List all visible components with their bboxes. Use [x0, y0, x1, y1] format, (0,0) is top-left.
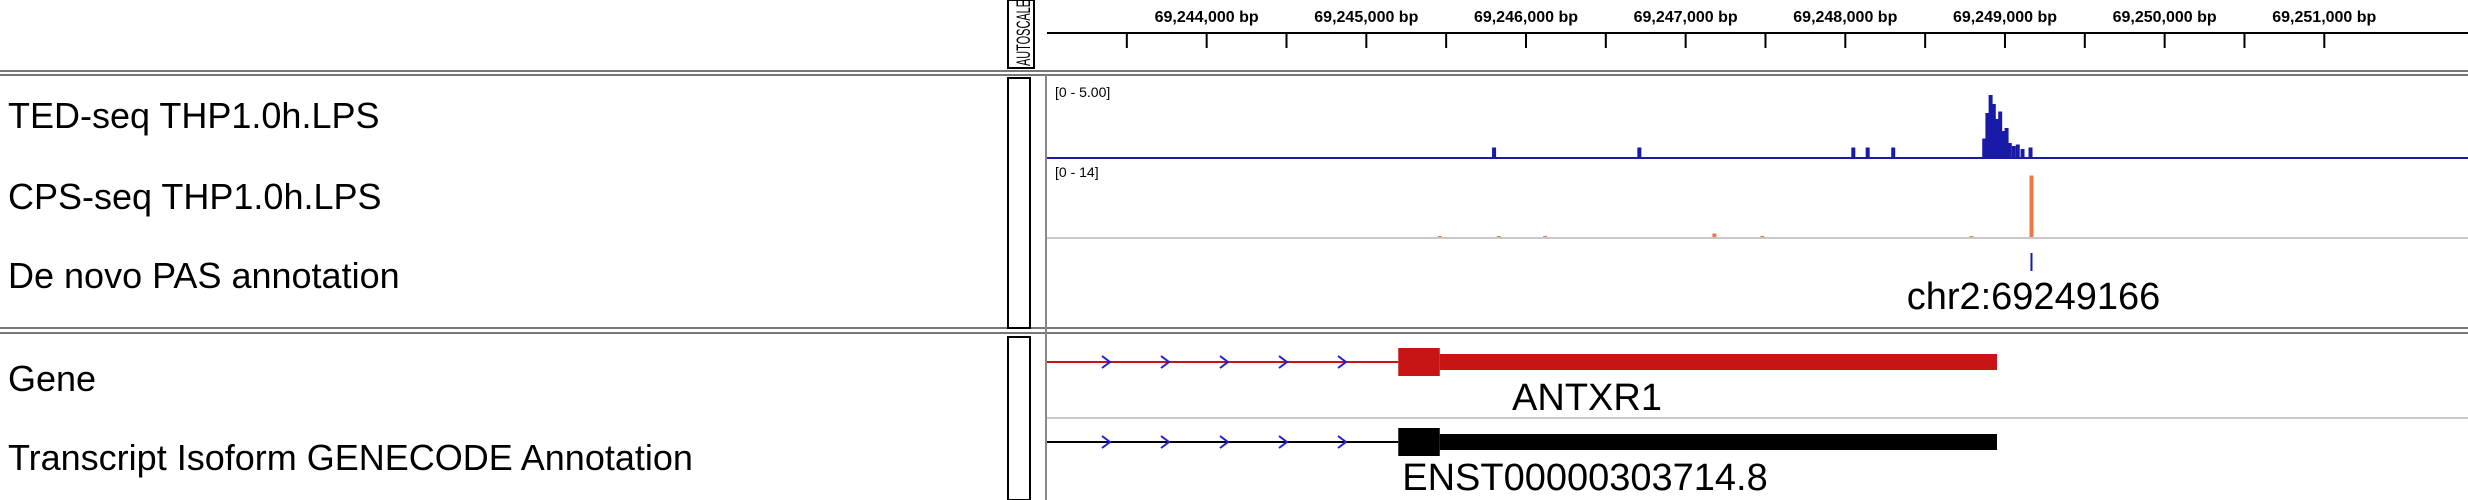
signal-bar: [1851, 147, 1856, 158]
strand-arrow-icon: [1160, 355, 1171, 369]
track-de-novo-pas[interactable]: De novo PAS annotation chr2:69249166: [8, 253, 2160, 318]
strand-arrow-icon: [1278, 355, 1289, 369]
transcript-model-enst00000303714[interactable]: [1047, 428, 1997, 456]
track-cps-seq[interactable]: CPS-seq THP1.0h.LPS [0 - 14]: [8, 164, 2468, 239]
ruler-tick-label: 69,244,000 bp: [1155, 9, 1259, 26]
ruler-tick-label: 69,248,000 bp: [1793, 9, 1897, 26]
ruler-tick-label: 69,250,000 bp: [2113, 9, 2217, 26]
coding-exon-block: [1439, 354, 1997, 370]
strand-arrow-icon: [1101, 435, 1112, 449]
gene-model-antxr1[interactable]: [1047, 348, 1997, 376]
track-transcript-isoform[interactable]: Transcript Isoform GENECODE Annotation E…: [8, 428, 1997, 499]
signal-bar: [2015, 144, 2020, 158]
signal-bar: [1712, 233, 1717, 238]
track-gene[interactable]: Gene ANTXR1: [8, 348, 2468, 419]
strand-arrow-icon: [1219, 435, 1230, 449]
signal-bar: [1998, 111, 2003, 158]
ruler-tick-label: 69,247,000 bp: [1634, 9, 1738, 26]
track-name-cps-seq[interactable]: CPS-seq THP1.0h.LPS: [8, 176, 382, 217]
track-name-de-novo-pas[interactable]: De novo PAS annotation: [8, 255, 400, 296]
transcript-feature-label: ENST00000303714.8: [1402, 457, 1768, 499]
panel-divider-middle: [0, 327, 2468, 334]
name-panel: [0, 0, 1000, 500]
track-name-gene[interactable]: Gene: [8, 358, 96, 399]
signal-bar: [1891, 147, 1896, 158]
pas-feature-label: chr2:69249166: [1907, 276, 2161, 318]
signal-bar: [1982, 138, 1987, 158]
coding-exon-block: [1439, 434, 1997, 450]
ruler-tick-label: 69,251,000 bp: [2272, 9, 2376, 26]
attribute-column-data: [1007, 77, 1031, 329]
autoscale-header-label: AUTOSCALE: [1014, 0, 1035, 66]
signal-bar: [2011, 146, 2016, 158]
ruler-tick-label: 69,249,000 bp: [1953, 9, 2057, 26]
signal-bar: [2001, 131, 2006, 158]
gene-feature-label: ANTXR1: [1512, 377, 1662, 419]
signal-bar: [1991, 104, 1996, 158]
ted-seq-signal: [1492, 95, 2033, 158]
utr-exon-block: [1398, 428, 1440, 456]
signal-bar: [1865, 147, 1870, 158]
strand-arrow-icon: [1337, 355, 1348, 369]
autoscale-attribute-header[interactable]: AUTOSCALE: [1007, 0, 1035, 69]
signal-bar: [2007, 143, 2012, 158]
signal-bar: [1988, 95, 1993, 158]
signal-bar: [2020, 149, 2025, 158]
strand-arrow-icon: [1278, 435, 1289, 449]
signal-bar: [1985, 113, 1990, 158]
ruler-tick-label: 69,245,000 bp: [1314, 9, 1418, 26]
signal-bar: [1637, 147, 1642, 158]
signal-bar: [2029, 175, 2034, 238]
track-ted-seq[interactable]: TED-seq THP1.0h.LPS [0 - 5.00]: [8, 84, 2468, 159]
track-name-ted-seq[interactable]: TED-seq THP1.0h.LPS: [8, 95, 380, 136]
cps-seq-signal: [1437, 175, 2034, 238]
strand-arrow-icon: [1160, 435, 1171, 449]
strand-arrow-icon: [1101, 355, 1112, 369]
signal-bar: [1994, 119, 1999, 158]
strand-arrow-icon: [1337, 435, 1348, 449]
signal-bar: [2004, 128, 2009, 158]
strand-arrow-icon: [1219, 355, 1230, 369]
panel-divider-top: [0, 70, 2468, 76]
attribute-column-features: [1007, 336, 1031, 500]
track-name-transcript-isoform[interactable]: Transcript Isoform GENECODE Annotation: [8, 437, 693, 478]
ruler-tick-label: 69,246,000 bp: [1474, 9, 1578, 26]
signal-bar: [1492, 147, 1497, 158]
ruler-panel[interactable]: 69,244,000 bp 69,245,000 bp 69,246,000 bp 6…: [1047, 0, 2468, 72]
data-range-label-ted-seq: [0 - 5.00]: [1055, 84, 1110, 100]
data-range-label-cps-seq: [0 - 14]: [1055, 164, 1099, 180]
signal-bar: [2028, 147, 2033, 158]
utr-exon-block: [1398, 348, 1440, 376]
